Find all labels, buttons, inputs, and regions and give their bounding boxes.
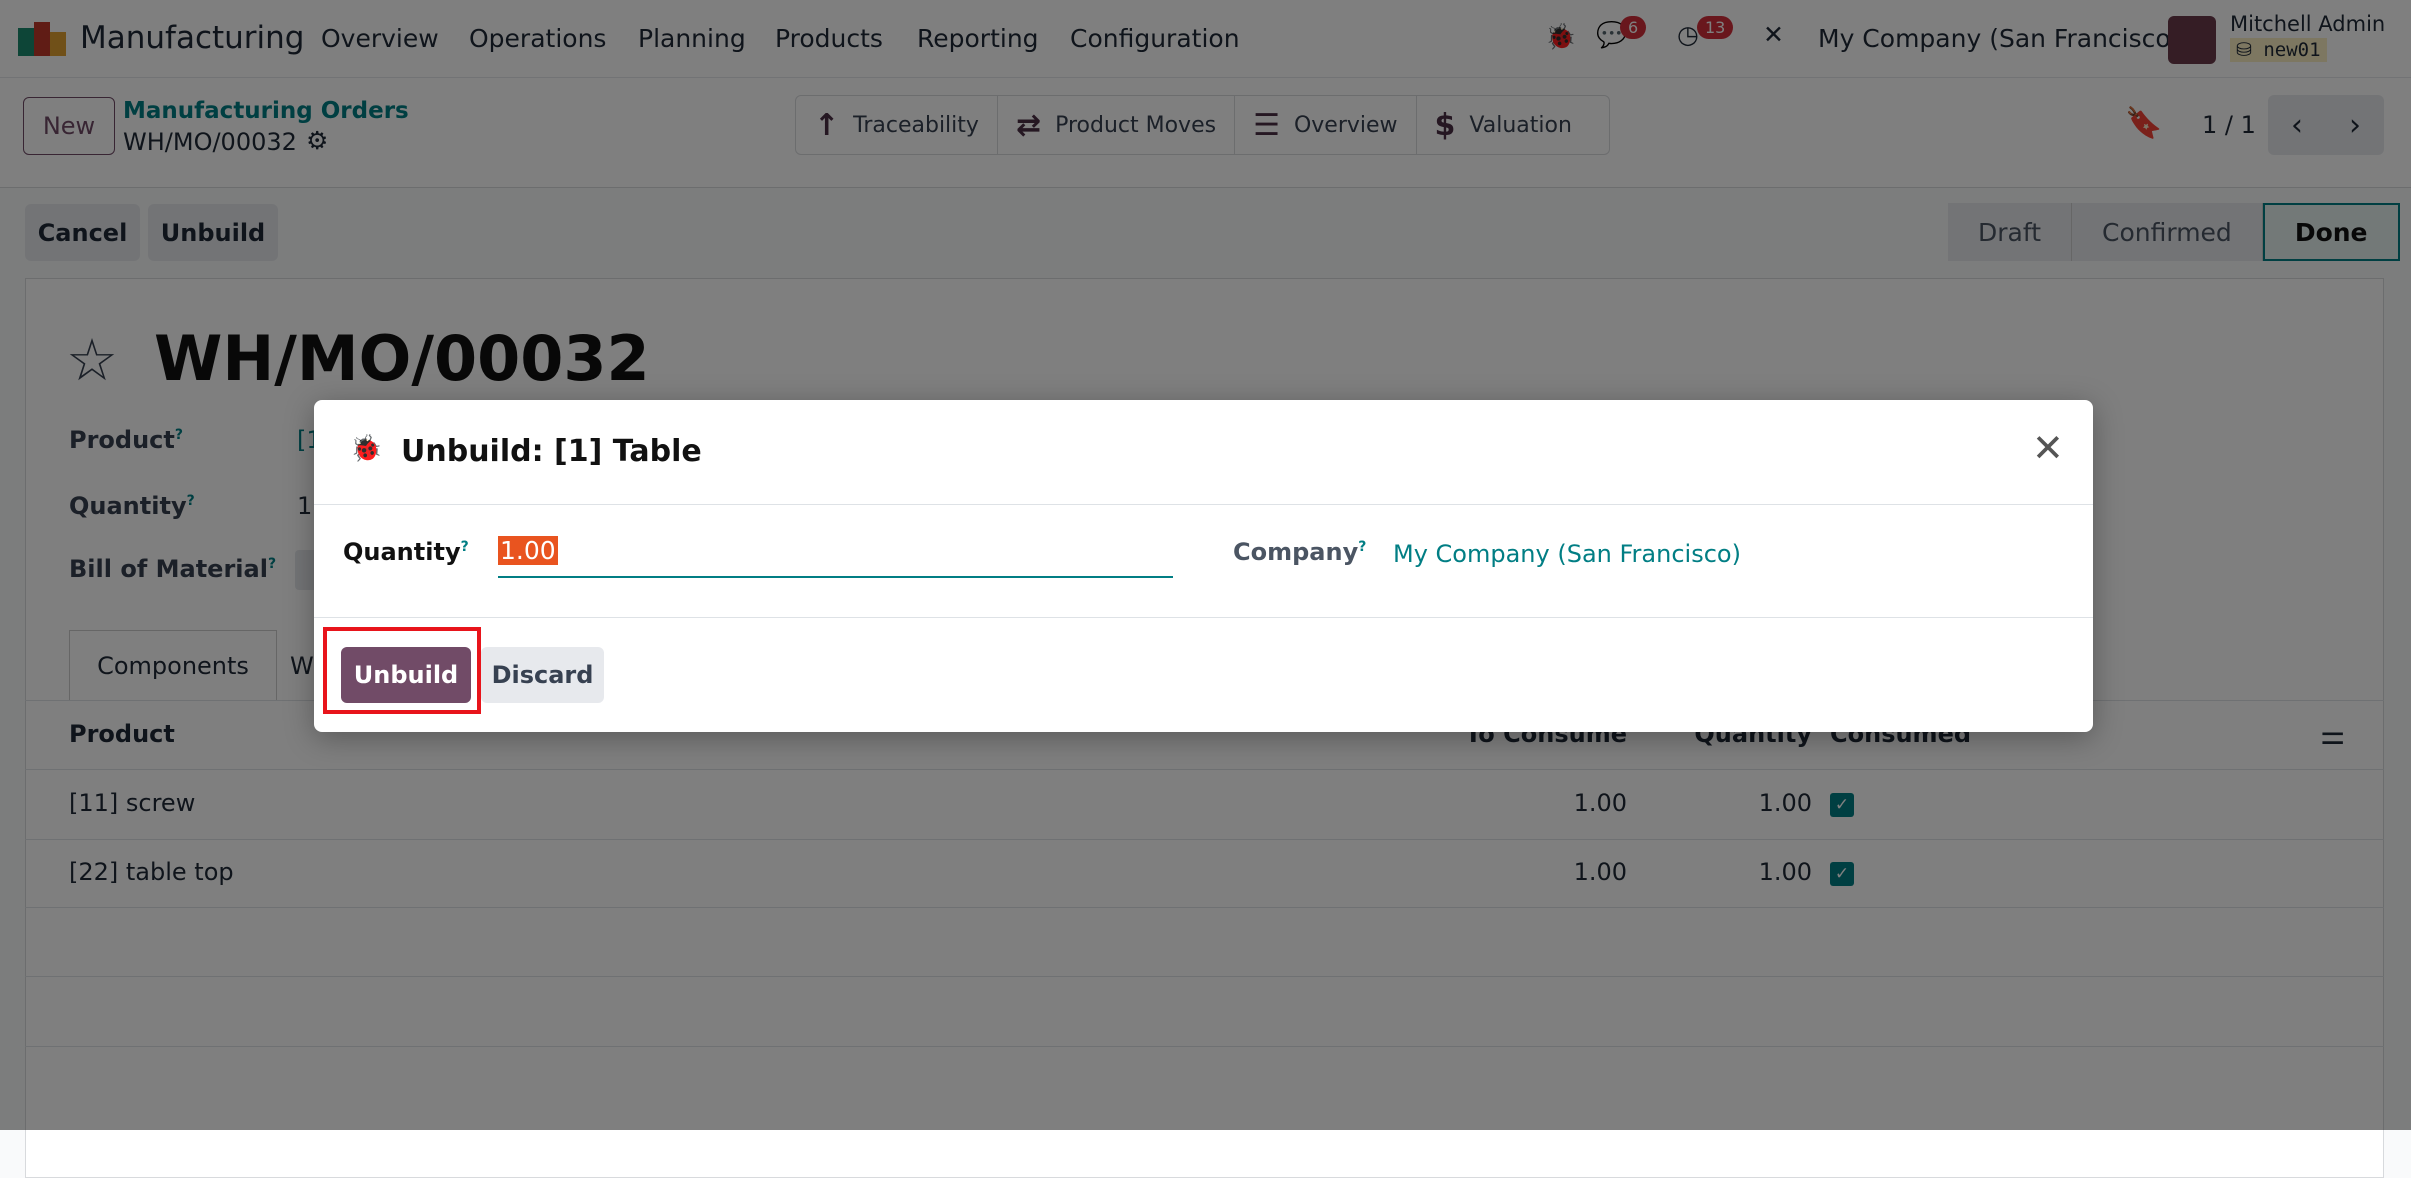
company-link[interactable]: My Company (San Francisco) (1393, 540, 1741, 568)
close-icon[interactable]: ✕ (2032, 426, 2064, 470)
quantity-input[interactable]: 1.00 (498, 536, 1173, 578)
quantity-value: 1.00 (498, 536, 558, 565)
highlight-box (323, 627, 481, 714)
discard-button[interactable]: Discard (481, 647, 604, 703)
unbuild-dialog: 🐞 Unbuild: [1] Table ✕ Quantity? 1.00 Co… (314, 400, 2093, 732)
bug-icon: 🐞 (350, 434, 383, 464)
dialog-title: Unbuild: [1] Table (401, 434, 702, 469)
company-label: Company? (1233, 538, 1367, 566)
unbuild-confirm-button[interactable]: Unbuild (341, 647, 471, 703)
quantity-label: Quantity? (343, 538, 469, 566)
